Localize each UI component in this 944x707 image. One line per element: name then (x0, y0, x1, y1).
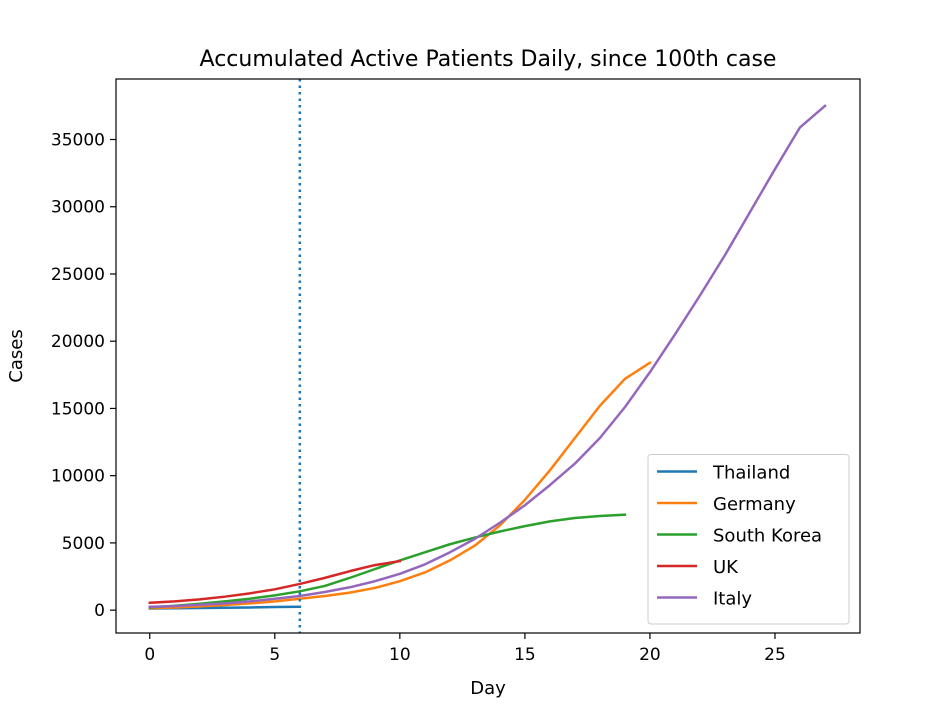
y-tick-label: 10000 (51, 467, 105, 487)
plot-area (115, 78, 861, 634)
series-line-italy (148, 104, 827, 609)
x-tick-label: 10 (389, 645, 411, 665)
x-tick-label: 0 (144, 645, 155, 665)
legend: Thailand Germany South Korea UK Italy (647, 454, 850, 625)
x-tick-label: 25 (764, 645, 786, 665)
legend-entry: UK (713, 557, 739, 578)
legend-entry: South Korea (713, 526, 822, 547)
chart-title: Accumulated Active Patients Daily, since… (200, 47, 777, 72)
y-tick-label: 30000 (51, 198, 105, 218)
y-tick-label: 5000 (62, 534, 105, 554)
x-tick-label: 20 (639, 645, 661, 665)
legend-entry: Italy (713, 589, 752, 610)
y-tick-label: 20000 (51, 332, 105, 352)
series-line-uk (148, 559, 402, 605)
x-tick-label: 15 (514, 645, 536, 665)
axis-ticks: 0 5 10 15 20 25 0 5000 10000 15000 20000 25000 30000… (51, 131, 786, 665)
y-tick-label: 0 (94, 601, 105, 621)
legend-entry: Thailand (712, 463, 790, 484)
x-axis-label: Day (470, 678, 506, 699)
y-tick-label: 15000 (51, 399, 105, 419)
y-tick-label: 35000 (51, 131, 105, 151)
y-axis-label: Cases (6, 329, 27, 382)
legend-box (647, 454, 850, 625)
axes-frame (115, 78, 861, 634)
series-line-germany (148, 360, 652, 610)
x-tick-label: 5 (269, 645, 280, 665)
y-tick-label: 25000 (51, 265, 105, 285)
series-line-south-korea (148, 513, 627, 609)
legend-entry: Germany (713, 494, 796, 515)
